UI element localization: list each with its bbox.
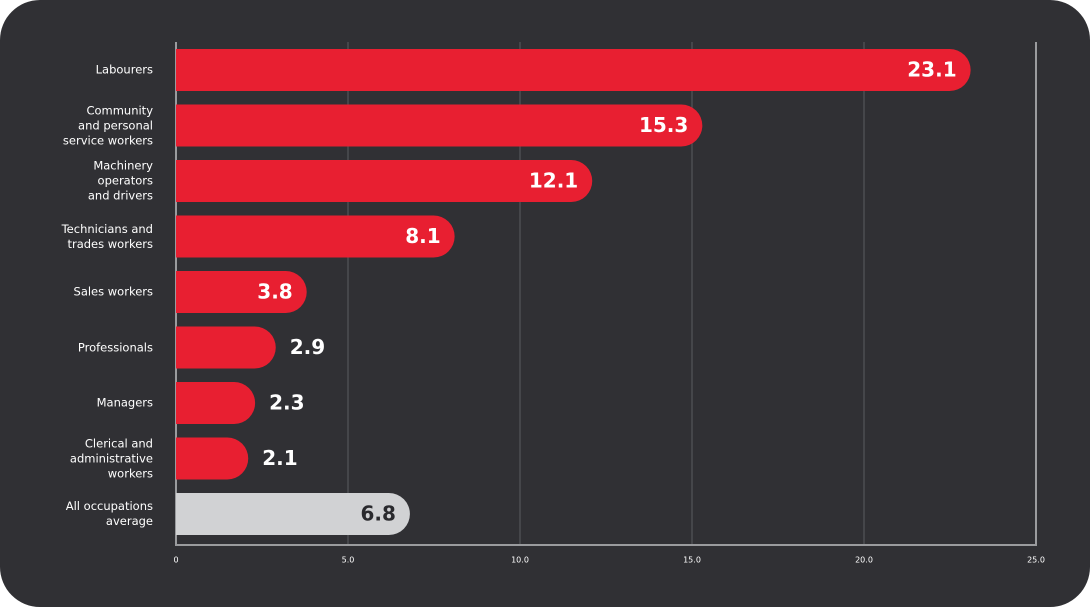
category-label: Community and personal service workers (62, 103, 153, 147)
value-label: 6.8 (360, 502, 395, 526)
category-label: All occupations average (65, 499, 153, 528)
x-tick-label: 10.0 (511, 556, 529, 565)
category-label: Labourers (95, 62, 153, 77)
bar (176, 49, 971, 91)
category-label: Technicians and trades workers (61, 221, 153, 251)
bar (176, 326, 276, 369)
value-label: 2.9 (290, 335, 325, 359)
x-tick-label: 5.0 (342, 556, 355, 565)
category-label: Professionals (77, 340, 153, 354)
value-label: 8.1 (405, 224, 440, 248)
category-label: Sales workers (73, 284, 153, 299)
bar (176, 104, 703, 147)
bar (176, 493, 410, 535)
x-tick-label: 25.0 (1027, 556, 1045, 565)
bar (176, 437, 249, 480)
category-label: Managers (96, 395, 153, 410)
value-label: 12.1 (529, 169, 578, 193)
x-tick-label: 15.0 (683, 556, 701, 565)
category-label: Machinery operators and drivers (87, 158, 153, 203)
value-label: 23.1 (907, 58, 956, 82)
category-label: Clerical and administrative workers (69, 436, 153, 480)
value-label: 2.3 (269, 391, 304, 415)
bar (176, 160, 593, 202)
x-tick-label: 0 (173, 556, 178, 565)
bar (176, 271, 307, 313)
bar (176, 215, 455, 258)
x-tick-label: 20.0 (855, 556, 873, 565)
bar (176, 382, 256, 424)
value-label: 3.8 (257, 280, 292, 304)
value-label: 2.1 (262, 446, 297, 470)
value-label: 15.3 (639, 113, 688, 137)
